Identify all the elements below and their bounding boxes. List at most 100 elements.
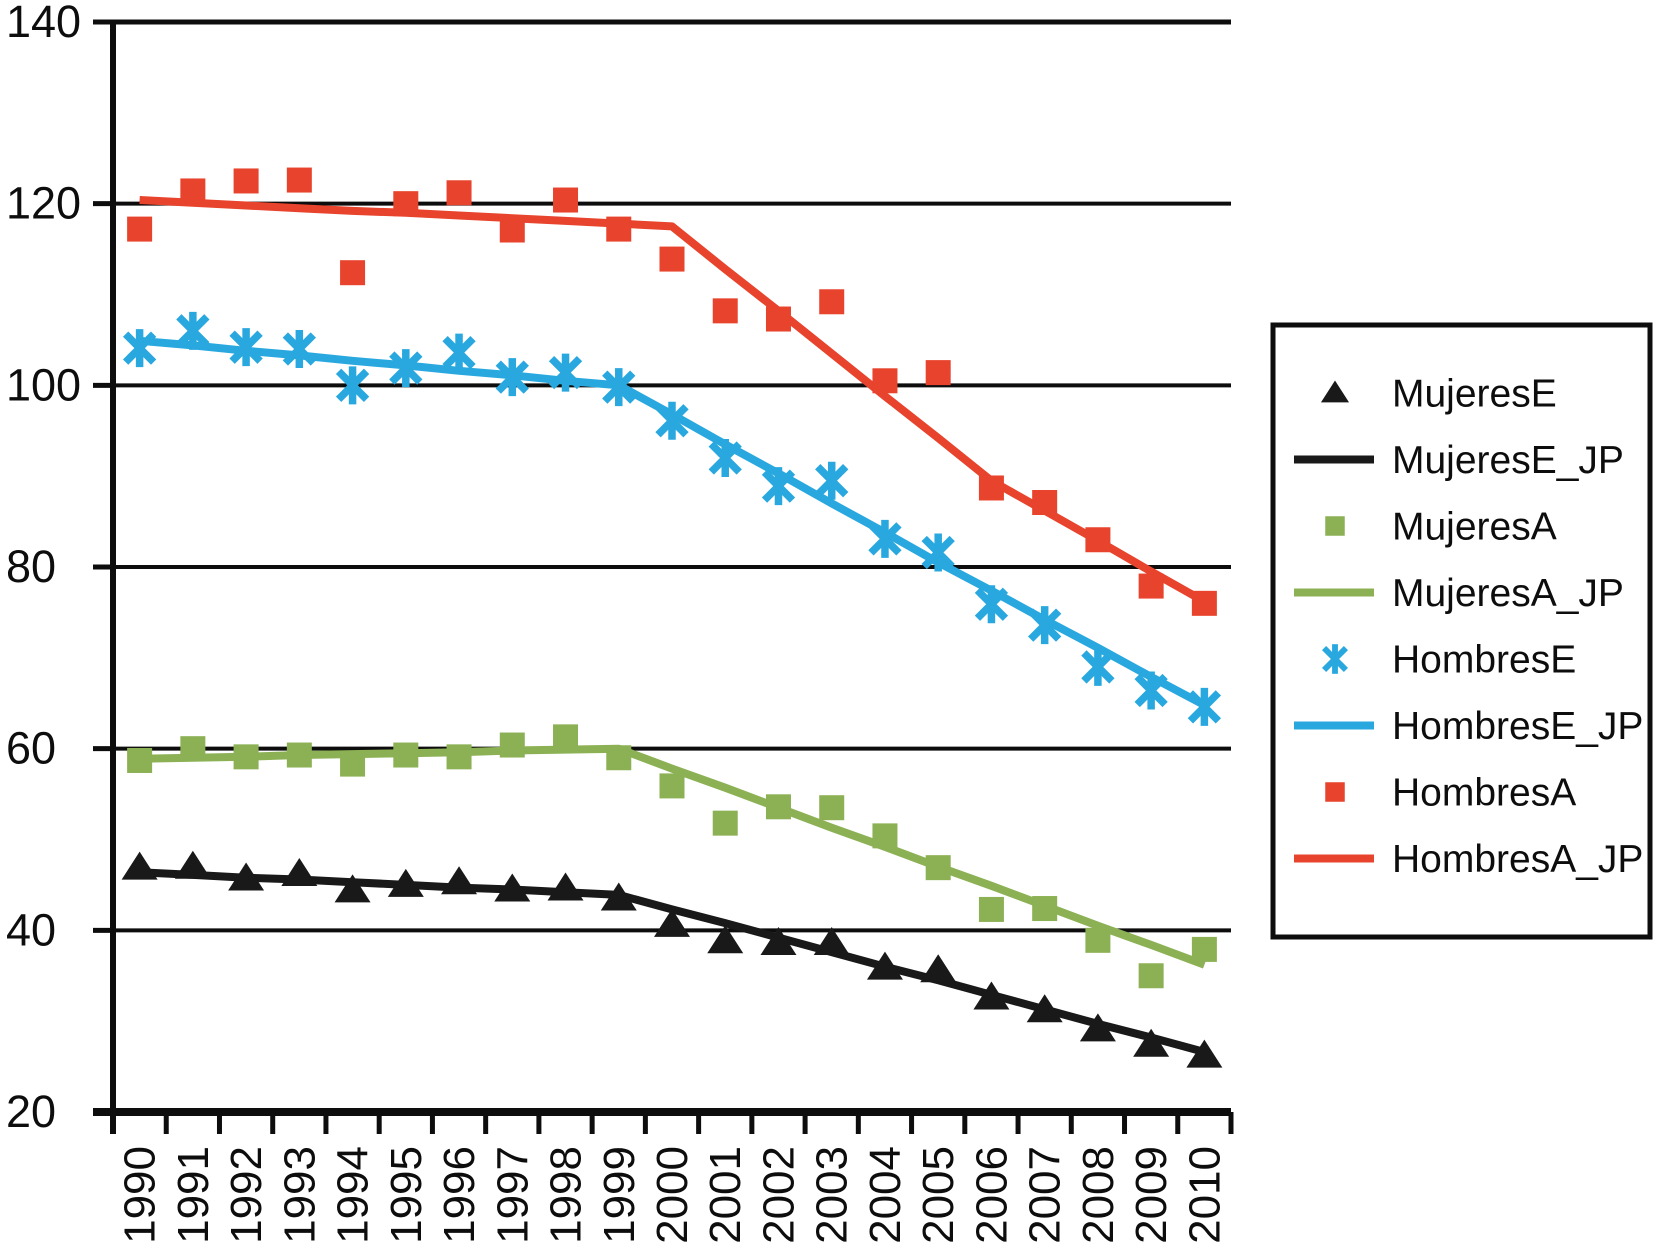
marker-MujeresA-2006: [978, 896, 1004, 922]
series-markers-MujeresE: [121, 850, 1223, 1068]
x-tick-label-2006: 2006: [967, 1146, 1016, 1244]
marker-HombresE-2008: [1081, 647, 1115, 686]
marker-HombresA-1990: [127, 216, 153, 242]
marker-MujeresE-1994: [334, 874, 371, 903]
svg-text:1997: 1997: [488, 1146, 537, 1244]
marker-HombresA-2001: [712, 298, 738, 324]
marker-HombresE-1999: [602, 368, 636, 407]
y-tick-label-40: 40: [6, 904, 56, 955]
marker-HombresE-1991: [176, 311, 210, 350]
marker-MujeresA-1999: [606, 745, 632, 771]
marker-HombresE-1993: [282, 330, 316, 368]
marker-HombresA-2009: [1138, 573, 1164, 599]
marker-MujeresA-2004: [872, 823, 898, 849]
legend-item-HombresA: HombresA: [1325, 772, 1576, 815]
marker-HombresA-2002: [765, 306, 791, 332]
svg-text:2000: 2000: [648, 1146, 697, 1244]
marker-MujeresE-2004: [866, 951, 903, 980]
svg-text:2006: 2006: [967, 1146, 1016, 1244]
marker-MujeresE-2005: [920, 954, 957, 983]
x-tick-label-1997: 1997: [488, 1146, 537, 1244]
marker-MujeresE-2001: [707, 925, 744, 954]
marker-HombresE-2005: [921, 533, 955, 572]
marker-MujeresA-1990: [127, 747, 153, 773]
marker-MujeresA-2000: [659, 773, 685, 799]
marker-HombresE-2001: [708, 439, 742, 477]
x-tick-label-2005: 2005: [914, 1146, 963, 1244]
marker-HombresE-2003: [815, 461, 849, 500]
marker-HombresE-1995: [389, 349, 423, 388]
legend-item-MujeresE_JP: MujeresE_JP: [1294, 439, 1624, 482]
svg-text:2007: 2007: [1021, 1146, 1070, 1244]
y-tick-label-120: 120: [6, 178, 81, 229]
marker-MujeresA-1994: [340, 751, 366, 777]
legend-label-HombresE_JP: HombresE_JP: [1392, 705, 1643, 748]
series-line-MujeresA_JP: [139, 744, 1206, 969]
marker-MujeresE-1996: [441, 866, 478, 895]
x-tick-label-1998: 1998: [542, 1146, 591, 1244]
marker-MujeresA-1998: [553, 724, 579, 750]
series-line-HombresE_JP: [139, 336, 1207, 709]
marker-MujeresE-1990: [121, 851, 158, 880]
x-tick-label-2001: 2001: [701, 1146, 750, 1244]
x-tick-label-2008: 2008: [1074, 1146, 1123, 1244]
legend: MujeresE MujeresE_JP MujeresA MujeresA_JP Ho…: [1270, 322, 1653, 940]
marker-HombresE-1992: [229, 328, 263, 367]
marker-MujeresE-1999: [600, 882, 637, 911]
x-tick-label-2002: 2002: [754, 1146, 803, 1244]
legend-item-MujeresE: MujeresE: [1320, 373, 1557, 416]
svg-text:2001: 2001: [701, 1146, 750, 1244]
svg-text:1995: 1995: [382, 1146, 431, 1244]
legend-label-MujeresA: MujeresA: [1392, 506, 1557, 549]
marker-MujeresA-2009: [1138, 963, 1164, 989]
marker-HombresA-2000: [659, 246, 685, 272]
marker-MujeresA-2003: [819, 795, 845, 821]
svg-text:1992: 1992: [222, 1146, 271, 1244]
marker-MujeresA-2005: [925, 855, 951, 881]
marker-MujeresA-2001: [712, 810, 738, 836]
marker-HombresA-1993: [286, 167, 312, 193]
x-tick-label-1991: 1991: [169, 1146, 218, 1244]
marker-HombresA-2008: [1085, 527, 1111, 553]
legend-item-MujeresA: MujeresA: [1325, 506, 1557, 549]
marker-HombresE-2000: [655, 401, 689, 440]
marker-MujeresE-2006: [973, 981, 1010, 1010]
legend-marker-triangle-MujeresE: [1320, 380, 1350, 403]
x-tick-label-2009: 2009: [1127, 1146, 1176, 1244]
marker-HombresA-2003: [819, 289, 845, 315]
marker-HombresA-1991: [180, 178, 206, 204]
marker-HombresA-2004: [872, 368, 898, 394]
marker-MujeresE-1995: [387, 868, 424, 897]
x-tick-label-2003: 2003: [808, 1146, 857, 1244]
marker-MujeresA-1997: [499, 732, 525, 758]
marker-MujeresE-1991: [174, 850, 211, 879]
x-tick-label-1993: 1993: [275, 1146, 324, 1244]
legend-marker-square-MujeresA: [1325, 516, 1345, 536]
legend-marker-asterisk-HombresE: [1322, 644, 1348, 674]
svg-text:1993: 1993: [275, 1146, 324, 1244]
series-markers-HombresA: [127, 167, 1217, 616]
data-series: [121, 167, 1223, 1068]
marker-MujeresE-2003: [813, 927, 850, 956]
marker-MujeresA-2010: [1191, 936, 1217, 962]
x-tick-label-2000: 2000: [648, 1146, 697, 1244]
svg-text:2009: 2009: [1127, 1146, 1176, 1244]
marker-HombresE-2007: [1028, 606, 1062, 645]
marker-HombresA-2006: [978, 475, 1004, 501]
legend-box: [1270, 322, 1653, 940]
marker-MujeresE-2009: [1133, 1028, 1170, 1057]
y-tick-label-100: 100: [6, 359, 81, 410]
legend-marker-square-HombresA: [1325, 782, 1345, 802]
legend-label-HombresE: HombresE: [1392, 639, 1576, 682]
x-tick-label-1995: 1995: [382, 1146, 431, 1244]
svg-text:2008: 2008: [1074, 1146, 1123, 1244]
marker-HombresA-2007: [1032, 490, 1058, 516]
marker-HombresE-2006: [974, 585, 1009, 624]
x-tick-label-1990: 1990: [116, 1146, 165, 1244]
marker-HombresA-1997: [499, 217, 525, 243]
gridlines: [113, 19, 1231, 1116]
x-tick-label-1999: 1999: [595, 1146, 644, 1244]
marker-MujeresA-1993: [286, 742, 312, 768]
svg-text:1994: 1994: [329, 1146, 378, 1244]
marker-MujeresE-1992: [228, 862, 265, 891]
